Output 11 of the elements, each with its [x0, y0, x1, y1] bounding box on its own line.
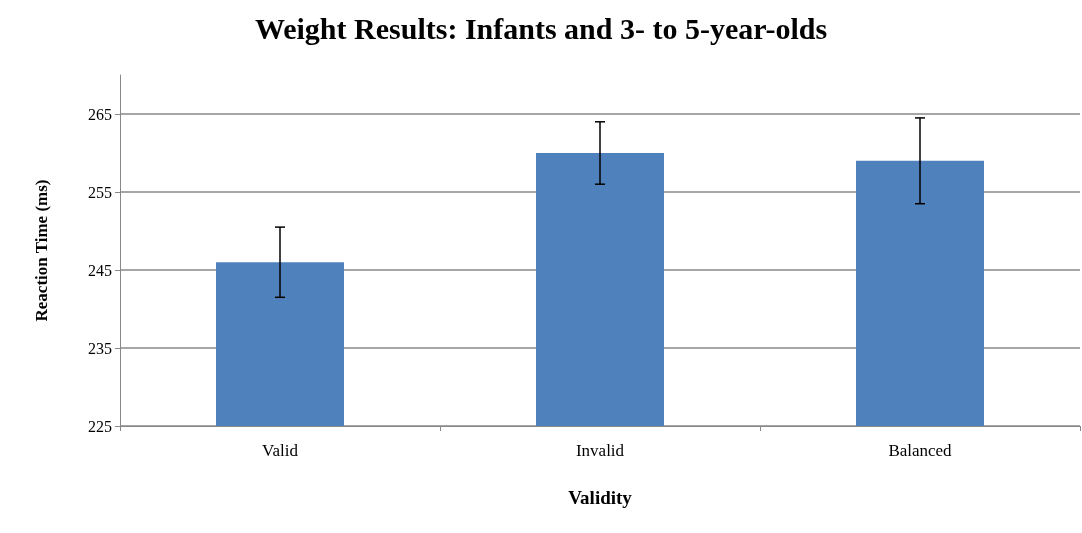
x-tick-label: Invalid	[575, 441, 625, 460]
y-tick-label: 245	[88, 261, 112, 279]
x-tick-label: Valid	[262, 441, 299, 460]
x-axis-title: Validity	[568, 487, 633, 508]
y-axis-title: Reaction Time (ms)	[32, 179, 51, 322]
y-tick-label: 235	[88, 339, 112, 357]
y-tick-label: 265	[88, 105, 112, 123]
y-tick-label: 225	[88, 417, 112, 435]
chart-title: Weight Results: Infants and 3- to 5-year-olds	[254, 11, 828, 45]
y-tick-label: 255	[88, 183, 112, 201]
x-tick-label: Balanced	[888, 441, 953, 460]
